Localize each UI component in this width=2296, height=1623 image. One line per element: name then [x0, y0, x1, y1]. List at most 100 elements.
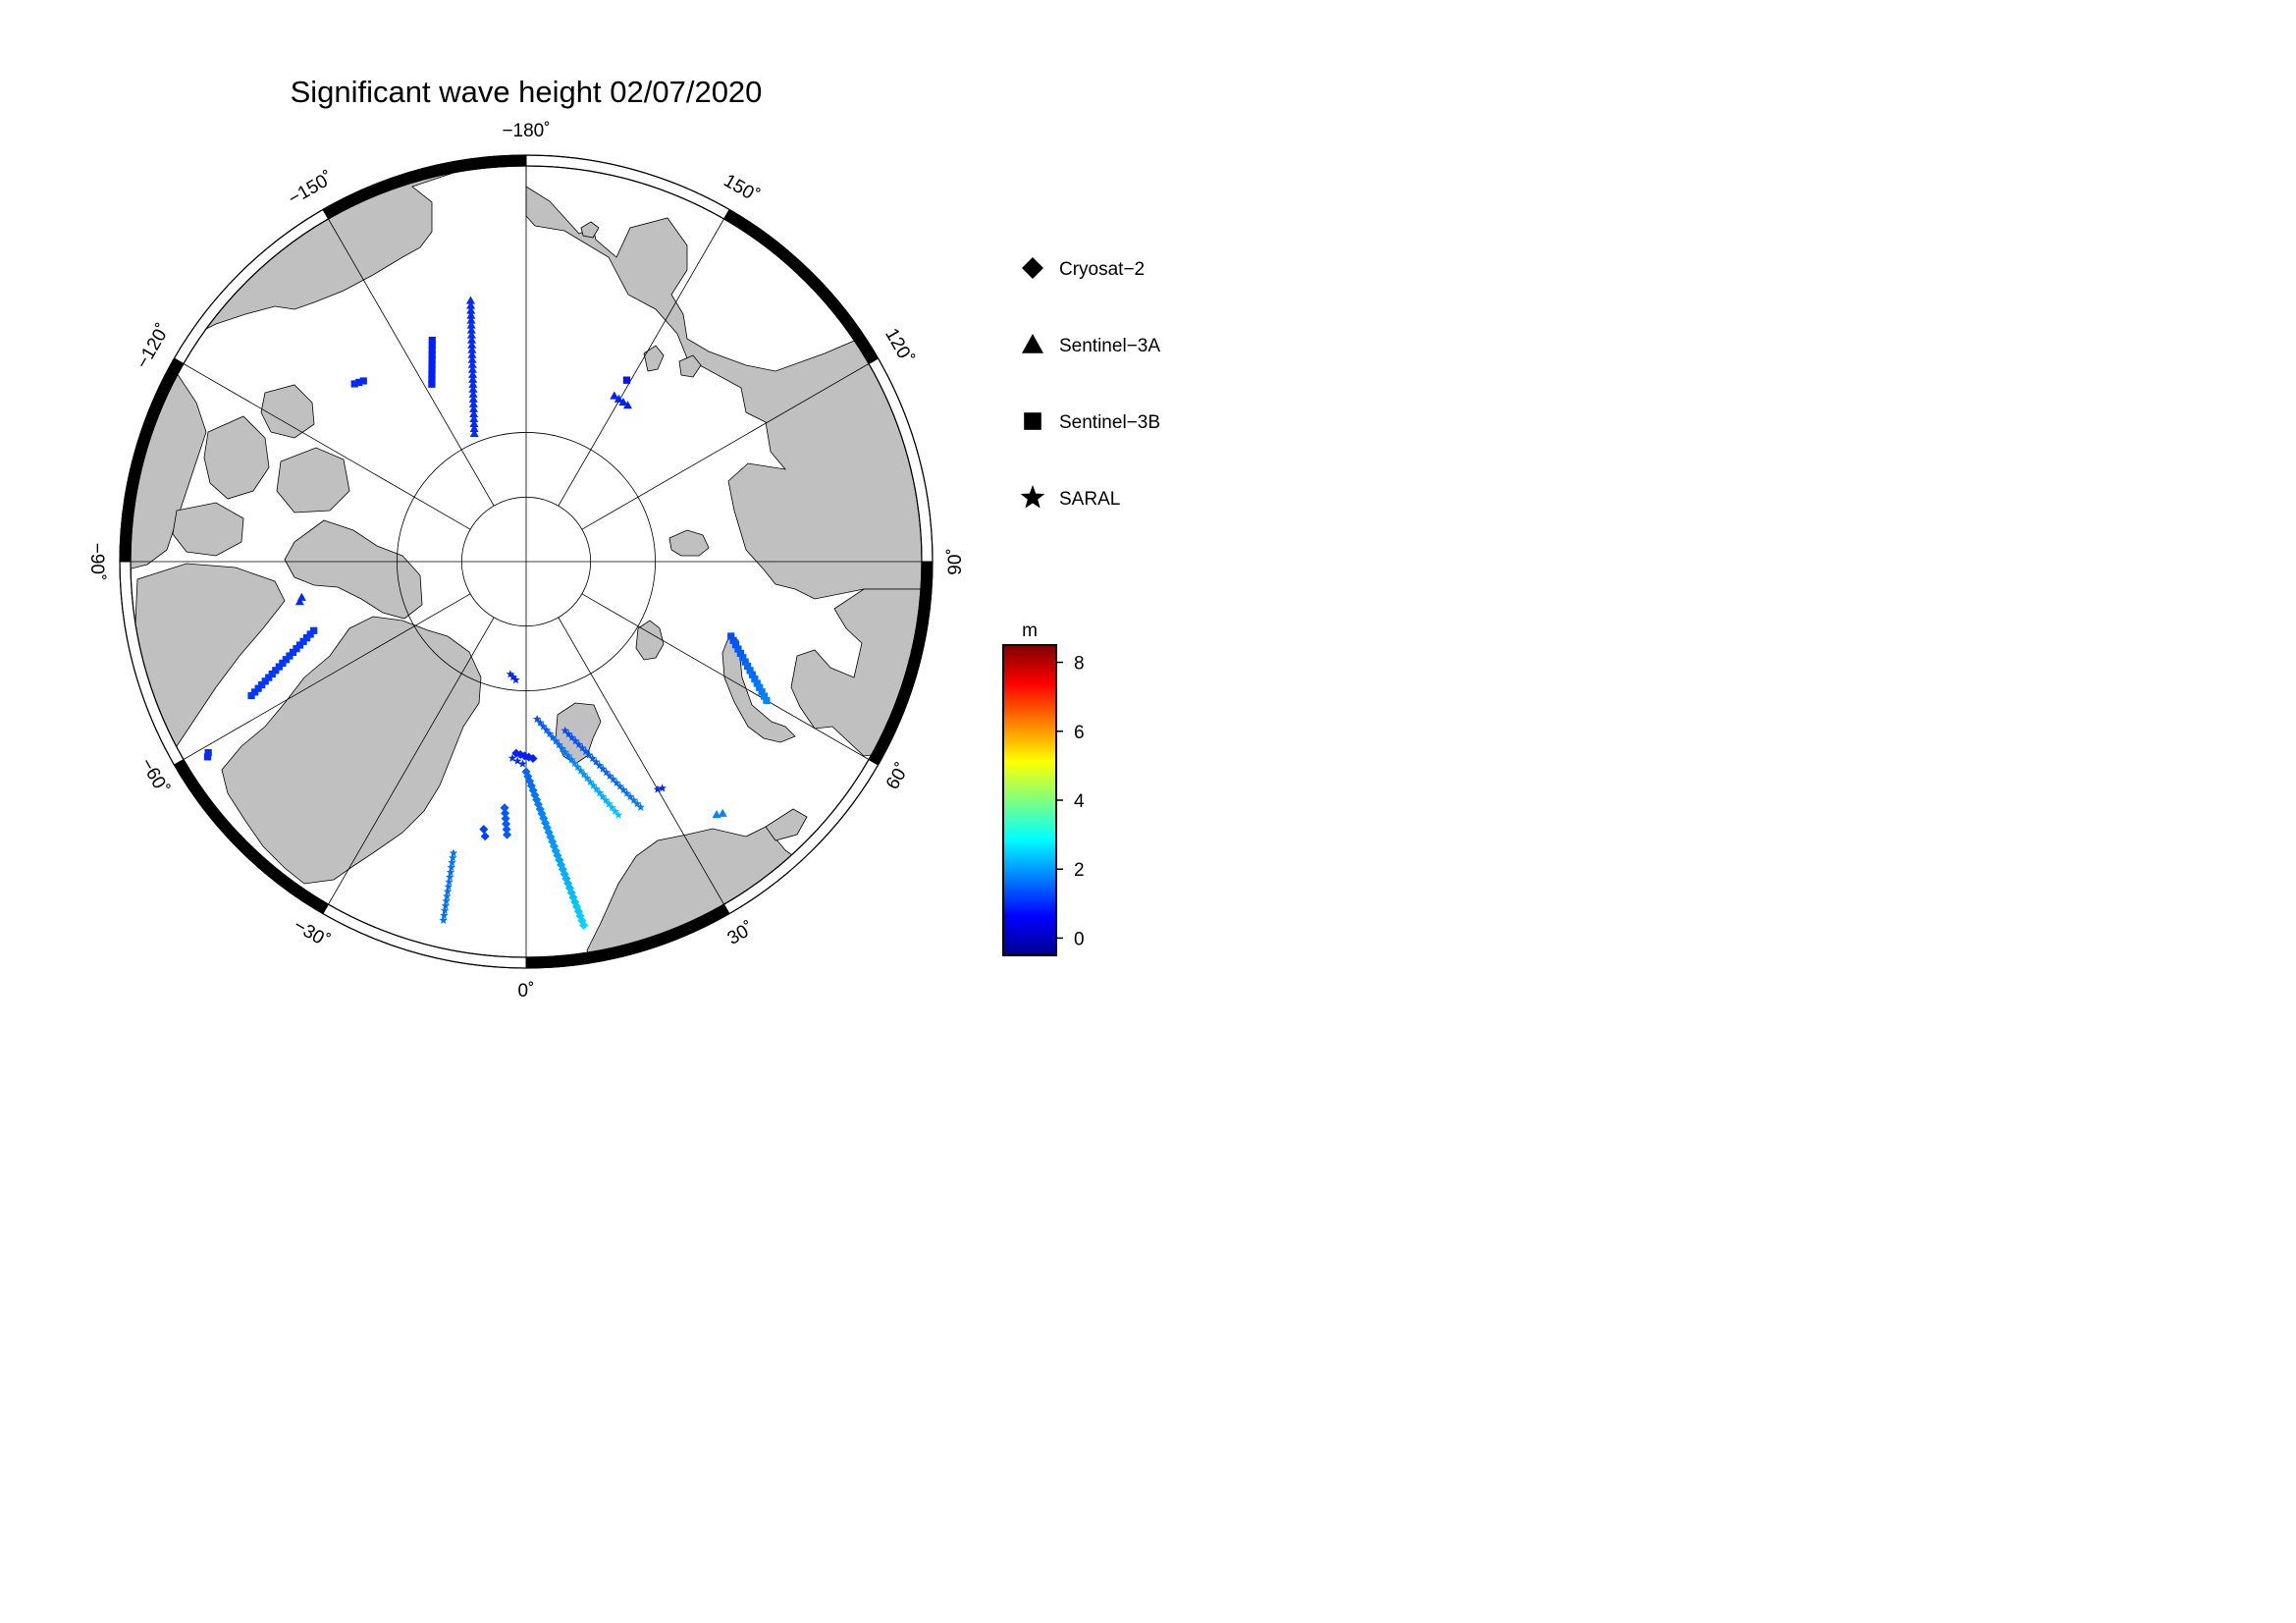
track-16 — [507, 753, 527, 768]
track-point — [428, 355, 436, 364]
track-point — [555, 740, 563, 749]
track-point — [658, 784, 667, 792]
track-point — [468, 399, 478, 407]
longitude-label: 30˚ — [724, 918, 758, 949]
legend-label: SARAL — [1059, 489, 1120, 510]
colorbar-unit: m — [1022, 621, 1038, 641]
track-point — [609, 775, 617, 784]
track-12 — [653, 784, 667, 793]
track-point — [466, 310, 476, 319]
track-point — [467, 345, 477, 353]
track-point — [592, 784, 601, 793]
track-point — [518, 759, 527, 768]
track-point — [581, 746, 591, 756]
longitude-label: 90˚ — [945, 548, 966, 574]
track-point — [469, 408, 479, 417]
track-point — [586, 777, 595, 785]
track-point — [760, 692, 769, 700]
track-point — [467, 364, 477, 373]
track-19 — [439, 848, 458, 925]
track-point — [428, 346, 436, 354]
track-point — [576, 766, 586, 775]
track-point — [428, 341, 436, 350]
track-point — [595, 761, 604, 770]
track-point — [579, 770, 589, 779]
track-point — [286, 652, 294, 660]
track-point — [441, 901, 451, 910]
track-point — [445, 877, 454, 886]
track-10 — [532, 714, 623, 819]
track-point — [507, 753, 517, 762]
land-ellesmere — [284, 519, 423, 620]
track-point — [303, 634, 311, 642]
track-point — [561, 747, 570, 756]
track-point — [428, 351, 436, 359]
track-point — [428, 360, 436, 368]
track-point — [573, 762, 582, 771]
track-point — [469, 428, 479, 438]
track-point — [443, 887, 453, 895]
meridian-150 — [558, 218, 724, 507]
track-point — [653, 784, 663, 793]
colorbar-tick-label: 4 — [1074, 791, 1085, 812]
track-point — [446, 867, 455, 877]
track-point — [763, 696, 771, 705]
track-point — [598, 791, 608, 800]
track-point — [469, 404, 479, 412]
polar-map: −180˚ 150˚ 120˚ 90˚ 60˚ 30˚ 0˚ −30˚ −60˚ −90˚ −120… — [86, 121, 966, 1001]
mission-legend: Cryosat−2 Sentinel−3A Sentinel−3B SARAL — [1020, 257, 1160, 510]
track-point — [469, 418, 479, 427]
colorbar-tick-label: 6 — [1074, 723, 1085, 743]
longitude-label: −30˚ — [290, 915, 333, 951]
frame-outer-edge — [119, 154, 934, 969]
track-point — [500, 803, 509, 813]
track-point — [479, 825, 489, 835]
track-point — [469, 413, 479, 422]
track-point — [359, 377, 367, 385]
track-point — [503, 830, 512, 839]
legend-triangle-icon — [1022, 334, 1043, 353]
meridian-30 — [558, 617, 724, 905]
track-point — [558, 743, 566, 753]
track-point — [465, 296, 475, 304]
track-point — [605, 799, 614, 808]
track-point — [282, 656, 290, 664]
track-point — [254, 684, 262, 692]
track-point — [563, 751, 573, 760]
track-point — [440, 906, 450, 915]
track-point — [751, 675, 759, 683]
satellite-tracks — [203, 296, 771, 930]
track-point — [758, 688, 766, 696]
track-point — [539, 722, 548, 730]
track-point — [306, 630, 314, 638]
track-point — [279, 659, 287, 668]
track-point — [428, 380, 436, 388]
track-point — [570, 758, 579, 768]
track-4 — [622, 376, 631, 384]
track-9 — [727, 632, 771, 705]
track-13 — [712, 808, 727, 819]
track-point — [727, 632, 735, 640]
track-18 — [479, 825, 490, 841]
track-point — [610, 391, 619, 400]
track-15 — [521, 767, 589, 930]
track-point — [468, 394, 478, 403]
colorbar-tick-label: 2 — [1074, 860, 1085, 881]
track-point — [566, 755, 576, 764]
map-frame — [119, 154, 934, 969]
track-point — [294, 597, 304, 606]
track-point — [536, 718, 545, 727]
track-point — [629, 795, 638, 804]
land-siberia — [525, 167, 922, 600]
track-point — [608, 803, 616, 812]
track-point — [468, 379, 478, 388]
longitude-label: −180˚ — [502, 121, 550, 141]
track-point — [449, 848, 458, 857]
track-point — [601, 795, 611, 804]
track-point — [561, 726, 570, 734]
figure-canvas: Significant wave height 02/07/2020 — [86, 75, 1160, 1001]
track-point — [469, 423, 479, 432]
track-point — [272, 667, 280, 675]
track-point — [268, 670, 276, 678]
track-point — [602, 768, 611, 777]
